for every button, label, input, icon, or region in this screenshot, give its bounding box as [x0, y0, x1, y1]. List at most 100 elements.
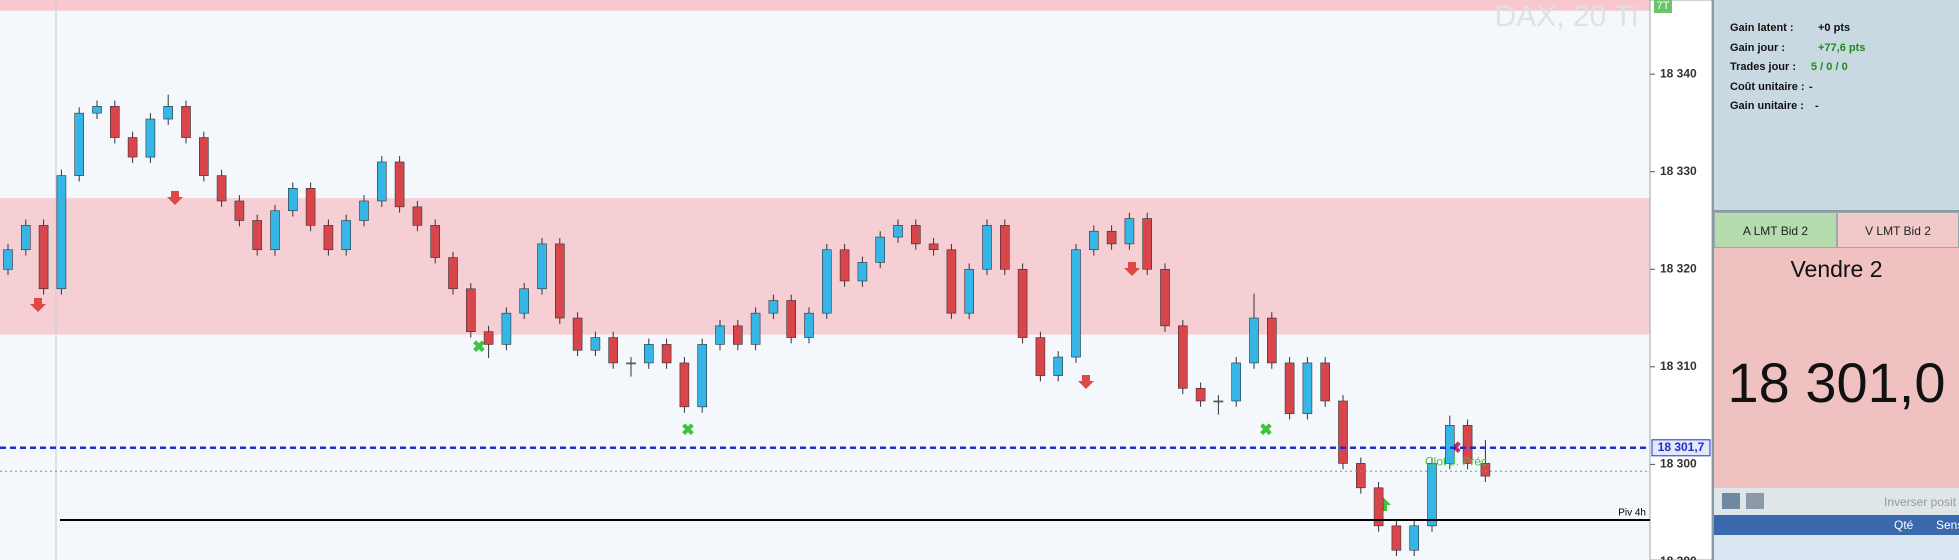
candle-body [3, 249, 13, 270]
buy-button[interactable]: A LMT Bid 2 [1714, 212, 1837, 248]
icon[interactable] [1746, 493, 1764, 509]
candle-body [697, 344, 708, 408]
candle-body [305, 187, 316, 226]
stat-value: +0 pts [1818, 22, 1851, 34]
stat-label: Gain unitaire : [1730, 100, 1804, 112]
candle-body [20, 225, 31, 251]
candle-body [1462, 425, 1473, 464]
candle-body [1320, 362, 1330, 402]
candle-body [750, 312, 761, 345]
candle-body [181, 106, 191, 138]
candle-body [501, 312, 512, 345]
order-box[interactable]: Vendre 2 18 301,0 [1714, 248, 1959, 488]
candle-body [590, 337, 601, 351]
candle-body [1106, 230, 1117, 245]
candle-body [1249, 317, 1259, 364]
candle-body [216, 175, 227, 202]
candle-body [394, 161, 405, 208]
candle-body [679, 362, 690, 408]
candle-body [234, 200, 245, 221]
candle-body [1142, 218, 1152, 270]
exit-cross: ✖ [681, 422, 694, 439]
watermark: DAX, 20 Ti [1495, 0, 1638, 33]
candle-body [519, 288, 530, 314]
candle-body [1017, 268, 1028, 338]
candle-body [1480, 463, 1491, 477]
candle-body [928, 243, 939, 251]
badge-box [1654, 0, 1672, 13]
exit-cross: ✖ [472, 339, 485, 356]
candle-body [1427, 463, 1437, 527]
candle-body [56, 175, 67, 290]
candle-body [1284, 362, 1295, 414]
candle-body [483, 331, 494, 345]
candle-body [768, 300, 779, 314]
y-tick-label: 18 300 [1660, 457, 1697, 471]
candle-body [359, 200, 369, 221]
candle-body [875, 236, 886, 263]
price-box [1651, 439, 1711, 457]
candle-body [1302, 362, 1313, 414]
candle-body [982, 225, 992, 270]
candle-body [1391, 525, 1402, 551]
candle-body [1124, 218, 1135, 245]
order-price: 18 301,0 [1727, 351, 1946, 414]
candle-body [946, 249, 957, 314]
separator [1714, 210, 1959, 212]
candle-body [1356, 463, 1366, 489]
candle-body [804, 312, 814, 338]
exit-cross: ✖ [1259, 422, 1272, 439]
candle-body [626, 362, 636, 365]
y-tick-label: 18 310 [1660, 359, 1697, 373]
candle-body [1071, 249, 1081, 358]
candle-body [1373, 487, 1384, 527]
candle-body [537, 243, 547, 290]
candle-body [287, 187, 298, 212]
toolbar: Inverser posit [1714, 488, 1959, 515]
price-label: 18 301,7 [1658, 440, 1705, 454]
stat-value: 5 / 0 / 0 [1811, 61, 1848, 73]
column-header[interactable]: Qté [1894, 518, 1914, 532]
candle-body [270, 210, 280, 251]
grid-header: Qté Sens [1714, 515, 1959, 535]
stat-value: - [1809, 80, 1813, 93]
price-axis [1649, 0, 1712, 560]
candle-body [127, 137, 138, 158]
line-label: Clot J. Préc [1425, 454, 1487, 468]
candle-body [821, 249, 832, 314]
stat-label: Gain latent : [1730, 22, 1794, 34]
stat-label: Coût unitaire : [1730, 80, 1805, 93]
order-label: Vendre 2 [1790, 256, 1883, 282]
candle-body [554, 243, 565, 319]
zone [0, 0, 1650, 11]
candle-body [465, 288, 476, 333]
candle-body [145, 118, 156, 158]
candle-body [643, 344, 654, 364]
candle-body [732, 325, 743, 345]
candle-body [1035, 337, 1046, 376]
candle-body [1195, 387, 1206, 402]
stat-label: Gain jour : [1730, 41, 1785, 54]
candle-body [376, 161, 387, 202]
candle-body [572, 317, 583, 351]
sell-arrow [167, 191, 183, 205]
column-header[interactable]: Sens [1936, 518, 1959, 532]
badge: 7T [1657, 0, 1670, 12]
reverse-position[interactable]: Inverser posit [1884, 495, 1957, 509]
candle-body [786, 300, 797, 338]
grid-body [1714, 535, 1959, 560]
candle-body [252, 220, 262, 251]
candle-body [715, 325, 725, 345]
sell-arrow [1078, 375, 1094, 389]
y-tick-label: 18 290 [1660, 554, 1697, 560]
stat-label: Trades jour : [1730, 61, 1797, 73]
sell-arrow [30, 298, 46, 312]
candle-body [74, 112, 84, 176]
candle-body [964, 268, 975, 314]
candle-body [92, 106, 102, 114]
candle-body [1267, 317, 1277, 364]
candle-body [608, 337, 619, 364]
sell-button[interactable]: V LMT Bid 2 [1837, 212, 1959, 248]
icon[interactable] [1722, 493, 1740, 509]
